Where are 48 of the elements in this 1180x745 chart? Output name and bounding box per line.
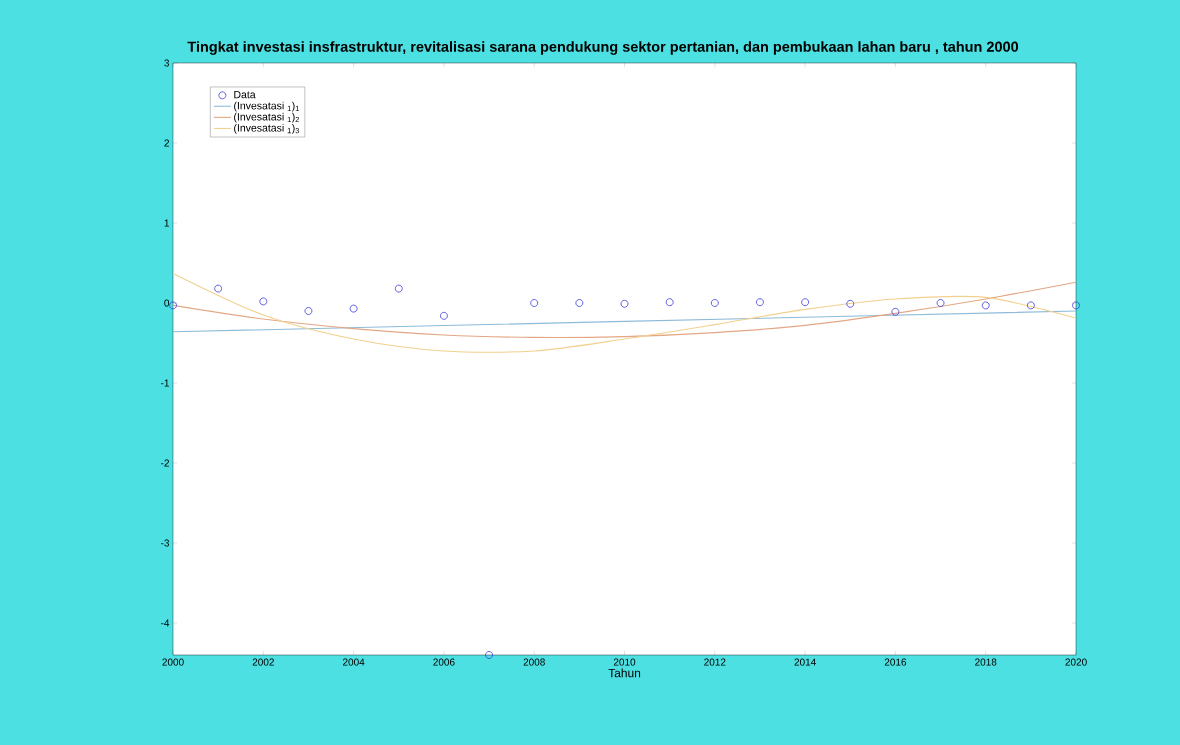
- x-tick-label: 2014: [794, 658, 816, 666]
- y-tick-label: 2: [164, 139, 169, 147]
- point: [846, 299, 855, 308]
- legend-label: (Invesatasi $_{1}$)$_{2}$: [234, 112, 299, 123]
- x-tick-label: 2002: [252, 658, 274, 666]
- point: [1026, 301, 1035, 310]
- point: [981, 301, 990, 310]
- line-series: [172, 272, 1077, 353]
- x-tick-label: 2018: [975, 658, 997, 666]
- point: [259, 297, 268, 306]
- legend-label: Data: [234, 90, 256, 99]
- point: [575, 299, 584, 307]
- point: [349, 304, 358, 313]
- x-tick-label: 2000: [162, 658, 184, 666]
- point: [440, 311, 448, 320]
- y-tick-label: -3: [161, 539, 170, 547]
- point: [1072, 301, 1080, 310]
- point: [394, 284, 403, 293]
- line-series: [172, 281, 1077, 339]
- point: [710, 299, 719, 307]
- y-tick-label: -1: [161, 379, 169, 387]
- y-tick-label: -2: [161, 459, 169, 467]
- chart-title: Tingkat investasi insfrastruktur, revitalisasi sarana pendukung sektor pertanian, dan pembukaan lahan baru , tahun 2000: [187, 41, 1019, 55]
- legend-label: (Invesatasi $_{1}$)$_{1}$: [234, 101, 299, 112]
- point: [756, 298, 764, 307]
- y-tick-label: 3: [164, 59, 170, 67]
- y-tick-label: 1: [164, 219, 169, 227]
- point: [665, 298, 674, 307]
- x-axis-title: Tahun: [608, 668, 641, 678]
- point: [304, 307, 313, 315]
- x-tick-label: 2006: [433, 658, 455, 666]
- point: [169, 301, 177, 310]
- point: [530, 299, 539, 307]
- point: [891, 307, 900, 316]
- point: [936, 299, 945, 307]
- point: [214, 284, 223, 293]
- x-tick-label: 2008: [523, 658, 545, 666]
- point: [801, 298, 810, 307]
- x-tick-label: 2010: [613, 658, 636, 666]
- y-tick-label: -4: [161, 619, 170, 627]
- x-tick-label: 2020: [1065, 658, 1087, 666]
- point: [485, 651, 493, 659]
- x-tick-label: 2012: [704, 658, 726, 666]
- x-tick-label: 2004: [342, 658, 365, 666]
- legend-label: (Invesatasi $_{1}$)$_{3}$: [234, 123, 299, 134]
- x-tick-label: 2016: [884, 658, 907, 666]
- point: [620, 299, 629, 308]
- y-tick-label: 0: [164, 299, 170, 307]
